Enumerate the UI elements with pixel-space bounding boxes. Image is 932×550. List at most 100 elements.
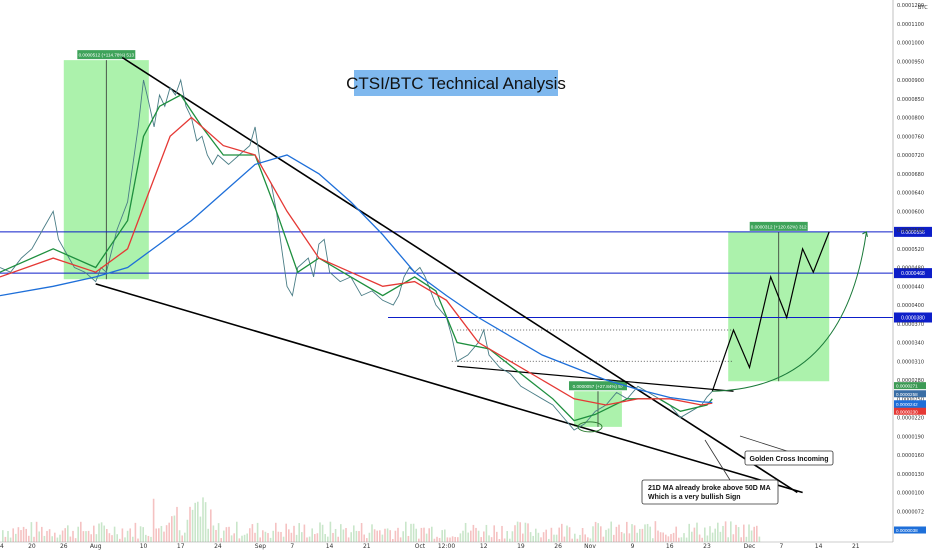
volume-bar [124,537,126,542]
volume-bar [347,537,350,542]
volume-bar [334,528,337,542]
volume-bar [238,538,241,542]
volume-bar [61,530,64,542]
volume-bar [74,538,77,542]
volume-bar [548,538,550,542]
ma-line [0,116,713,406]
volume-bar [139,526,142,542]
volume-bar [509,538,511,542]
volume-bar [600,526,602,542]
price-tag [894,407,926,415]
y-tick-label: 0.0000310 [897,359,924,365]
volume-bar [392,538,394,542]
volume-bar [220,538,222,542]
volume-bar [321,524,324,542]
volume-bar [691,531,693,542]
volume-bar [386,528,389,542]
chart-title-group: CTSI/BTC Technical Analysis [346,70,566,96]
volume-bar [212,525,215,542]
x-tick-label: 19 [517,543,525,550]
measure-label: 0.0000312 (+120.62%) 312 [751,224,807,229]
volume-bar [636,532,638,542]
level-tag [894,312,932,323]
volume-bar [129,528,131,542]
volume-bar [714,528,716,542]
volume-bar [46,530,48,542]
volume-bar [176,506,178,542]
volume-bar [379,530,381,542]
volume-bar [56,537,59,542]
ma-line [0,154,713,404]
price-tag-text: 0.0000230 [896,409,918,414]
volume-bar [332,532,334,542]
measure-label-bg [77,50,136,60]
price-tag [894,382,926,390]
volume-bar [467,532,469,542]
volume-bar [256,522,259,542]
volume-bar [654,521,657,542]
x-tick-label: 21 [852,543,860,550]
volume-bar [282,536,285,542]
volume-bar [607,528,610,542]
volume-bar [550,527,553,542]
volume-bar [412,523,415,542]
projection-path [711,231,868,392]
y-tick-label: 0.0000072 [897,509,924,515]
volume-bar [17,527,20,542]
volume-bar [672,532,675,542]
volume-bar [423,527,425,542]
volume-bar [275,522,277,542]
callout-box [744,450,834,466]
volume-bar [158,528,160,542]
x-tick-label: 16 [666,543,674,550]
channel-line [457,365,734,392]
volume-bar [353,525,355,542]
volume-bar [241,535,243,542]
volume-bar [329,521,332,542]
volume-bar [308,536,311,542]
volume-bar [462,530,464,542]
volume-bar [717,522,719,542]
volume-bar [537,532,540,542]
y-tick-label: 0.0000680 [897,172,924,178]
volume-bar [628,533,631,542]
y-tick-label: 0.0000340 [897,341,924,347]
volume-bar [147,535,150,542]
volume-bar [620,532,623,542]
y-tick-label: 0.0000280 [897,378,924,384]
y-tick-label: 0.0000560 [897,228,924,234]
volume-bar [667,536,670,542]
volume-bar [295,534,298,542]
volume-bar [555,534,558,542]
volume-bar [35,521,38,542]
volume-bar [522,533,524,542]
volume-bar [397,527,399,542]
volume-bar [524,522,527,542]
volume-bar [602,536,605,542]
y-tick-label: 0.0000800 [897,116,924,122]
volume-bar [405,521,407,542]
x-tick-label: 24 [214,543,222,550]
volume-bar [137,538,139,542]
volume-bar [696,522,698,542]
volume-bar [33,536,35,542]
x-tick-label: 17 [177,543,185,550]
price-tag [894,400,926,408]
volume-bar [649,526,651,542]
volume-bar [519,522,521,542]
volume-bar [688,523,690,542]
volume-bar [145,534,147,542]
volume-bar [561,523,563,542]
x-tick-label: Oct [415,543,426,550]
volume-bar [698,534,701,542]
volume-bar [480,537,482,542]
volume-bar [685,537,688,542]
volume-bar [584,534,586,542]
volume-bar [706,535,709,542]
volume-bar [418,538,420,542]
volume-bar [727,537,729,542]
volume-bar [12,528,14,542]
horizontal-levels: 0.0000556 0.0000468 0.0000380 [0,226,932,362]
